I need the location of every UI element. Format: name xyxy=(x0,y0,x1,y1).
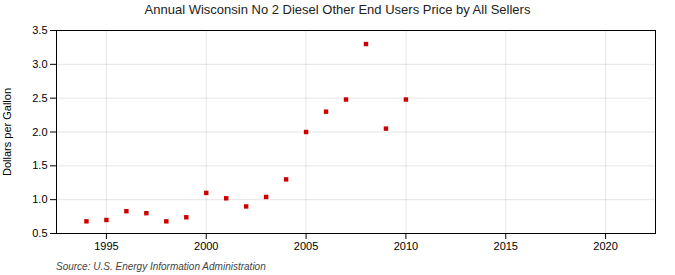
svg-text:2005: 2005 xyxy=(294,240,318,252)
html-text:Source: U.S. Energy Informatio: Source: U.S. Energy Information Administ… xyxy=(56,261,266,272)
svg-text:2.5: 2.5 xyxy=(32,92,47,104)
svg-text:1995: 1995 xyxy=(94,240,118,252)
svg-text:0.5: 0.5 xyxy=(32,227,47,239)
svg-text:1.0: 1.0 xyxy=(32,193,47,205)
svg-text:1.5: 1.5 xyxy=(32,159,47,171)
svg-text:2010: 2010 xyxy=(394,240,418,252)
svg-text:2.0: 2.0 xyxy=(32,126,47,138)
svg-text:2015: 2015 xyxy=(494,240,518,252)
html-text:Annual Wisconsin No 2 Diesel O: Annual Wisconsin No 2 Diesel Other End U… xyxy=(144,2,531,17)
svg-text:3.0: 3.0 xyxy=(32,58,47,70)
svg-text:Dollars per Gallon: Dollars per Gallon xyxy=(1,88,13,176)
svg-text:2000: 2000 xyxy=(194,240,218,252)
svg-text:2020: 2020 xyxy=(593,240,617,252)
svg-text:3.5: 3.5 xyxy=(32,24,47,36)
